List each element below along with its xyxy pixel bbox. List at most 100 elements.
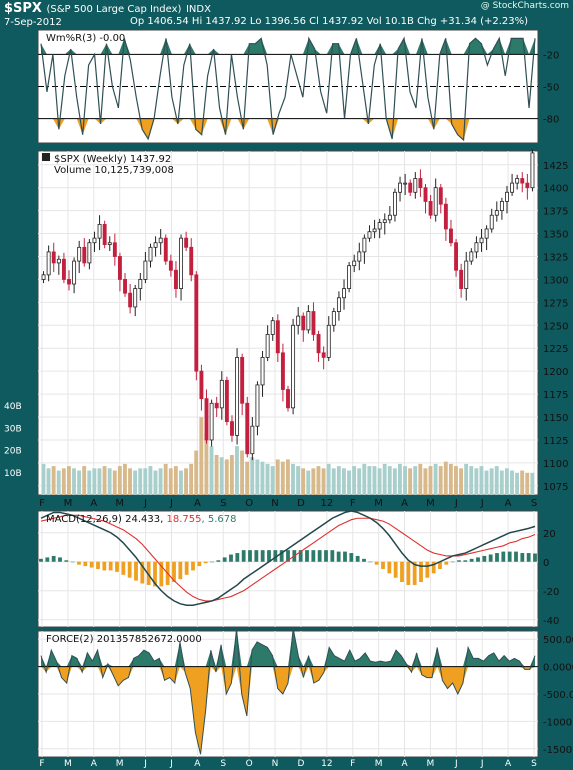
volume-bar <box>433 463 438 495</box>
candle-body <box>214 402 219 409</box>
force-y-tick-label: -500.0000 <box>543 690 573 701</box>
candle-body <box>306 311 311 331</box>
force-positive-fill <box>41 628 535 667</box>
volume-bar <box>275 459 280 495</box>
candle-body <box>398 182 402 193</box>
candle-body <box>209 402 214 441</box>
candle-body <box>367 231 372 239</box>
price-y-tick-label: 1250 <box>543 321 568 332</box>
volume-bar <box>194 450 199 495</box>
candle-body <box>301 315 306 331</box>
macd-histogram-bar <box>248 550 252 562</box>
macd-histogram-bar <box>425 561 430 578</box>
volume-bar <box>301 468 306 495</box>
volume-bar <box>311 468 316 495</box>
price-y-tick-label: 1075 <box>543 482 568 493</box>
candle-body <box>505 191 509 202</box>
macd-histogram-bar <box>229 554 233 562</box>
macd-histogram-bar <box>324 550 328 562</box>
macd-histogram-bar <box>83 561 88 567</box>
volume-bar <box>163 463 168 495</box>
candle-body <box>51 251 56 264</box>
volume-bar <box>240 450 245 495</box>
volume-bar <box>250 457 255 495</box>
x-tick-label: F <box>350 759 355 769</box>
price-y-tick-label: 1150 <box>543 413 568 424</box>
candle-body <box>525 182 530 189</box>
macd-histogram-bar <box>400 561 404 583</box>
candle-body <box>61 258 66 280</box>
candle-body <box>270 320 275 335</box>
candle-body <box>479 237 484 244</box>
macd-histogram-bar <box>298 550 303 562</box>
candle-body <box>454 242 459 271</box>
candle-body <box>387 214 392 221</box>
volume-bar <box>97 468 102 495</box>
macd-histogram-bar <box>210 561 214 563</box>
volume-bar <box>484 470 489 495</box>
volume-bar <box>168 468 173 495</box>
macd-histogram-bar <box>279 550 284 562</box>
candle-body <box>499 201 504 212</box>
candle-body <box>449 228 453 244</box>
macd-histogram-bar <box>153 561 157 587</box>
candle-body <box>393 191 397 216</box>
x-tick-label: M <box>427 759 435 769</box>
volume-bar <box>143 468 148 495</box>
macd-histogram-bar <box>235 553 240 562</box>
volume-bar <box>270 466 275 495</box>
macd-line <box>40 510 536 606</box>
volume-bar <box>306 470 311 495</box>
price-y-tick-label: 1225 <box>543 344 568 355</box>
macd-histogram-bar <box>260 550 265 562</box>
candle-body <box>520 178 525 184</box>
price-y-tick-label: 1300 <box>543 275 568 286</box>
volume-bar <box>387 466 392 495</box>
x-tick-label: M <box>375 759 383 769</box>
volume-bar <box>367 466 372 495</box>
macd-histogram-bar <box>273 550 278 562</box>
macd-y-tick-label: 0 <box>543 558 549 569</box>
x-tick-label: S <box>531 498 537 509</box>
price-y-tick-label: 1125 <box>543 436 568 447</box>
macd-histogram-bar <box>191 561 195 571</box>
x-tick-label: F <box>39 759 44 769</box>
panel-macd <box>37 510 539 628</box>
x-tick-label: 12 <box>321 759 332 769</box>
x-tick-label: A <box>505 759 512 769</box>
volume-bar <box>464 463 469 495</box>
candle-body <box>423 187 428 202</box>
macd-histogram-bar <box>349 553 354 562</box>
macd-histogram-bar <box>115 561 119 572</box>
macd-histogram-bar <box>381 561 385 569</box>
candle-body <box>489 214 494 230</box>
volume-bar <box>352 466 357 495</box>
candle-body <box>179 237 183 290</box>
volume-bar <box>138 468 143 495</box>
volume-bar <box>51 466 56 495</box>
volume-bar <box>122 463 127 495</box>
candle-body <box>168 260 173 271</box>
volume-bar <box>510 470 514 495</box>
stockcharts-credit[interactable]: @ StockCharts.com <box>480 1 569 11</box>
x-tick-label: 12 <box>320 498 333 509</box>
force-y-tick-label: -1000.0000 <box>543 717 573 728</box>
price-legend: $SPX (Weekly) 1437.92 <box>54 154 171 165</box>
candle-body <box>199 370 204 400</box>
price-y-tick-label: 1425 <box>543 161 568 172</box>
x-tick-label: M <box>115 498 124 509</box>
x-tick-label: J <box>480 759 484 769</box>
volume-bar <box>265 463 270 495</box>
candle-body <box>265 334 270 358</box>
volume-bar <box>46 468 51 495</box>
candle-body <box>377 222 382 230</box>
macd-histogram-bar <box>520 553 525 562</box>
volume-bar <box>72 468 76 495</box>
volume-bar <box>173 466 178 495</box>
candle-body <box>286 389 290 409</box>
candle-body <box>77 246 82 262</box>
candle-body <box>280 352 285 390</box>
candle-body <box>362 237 367 253</box>
x-tick-label: S <box>220 498 226 509</box>
macd-histogram-bar <box>419 561 423 583</box>
